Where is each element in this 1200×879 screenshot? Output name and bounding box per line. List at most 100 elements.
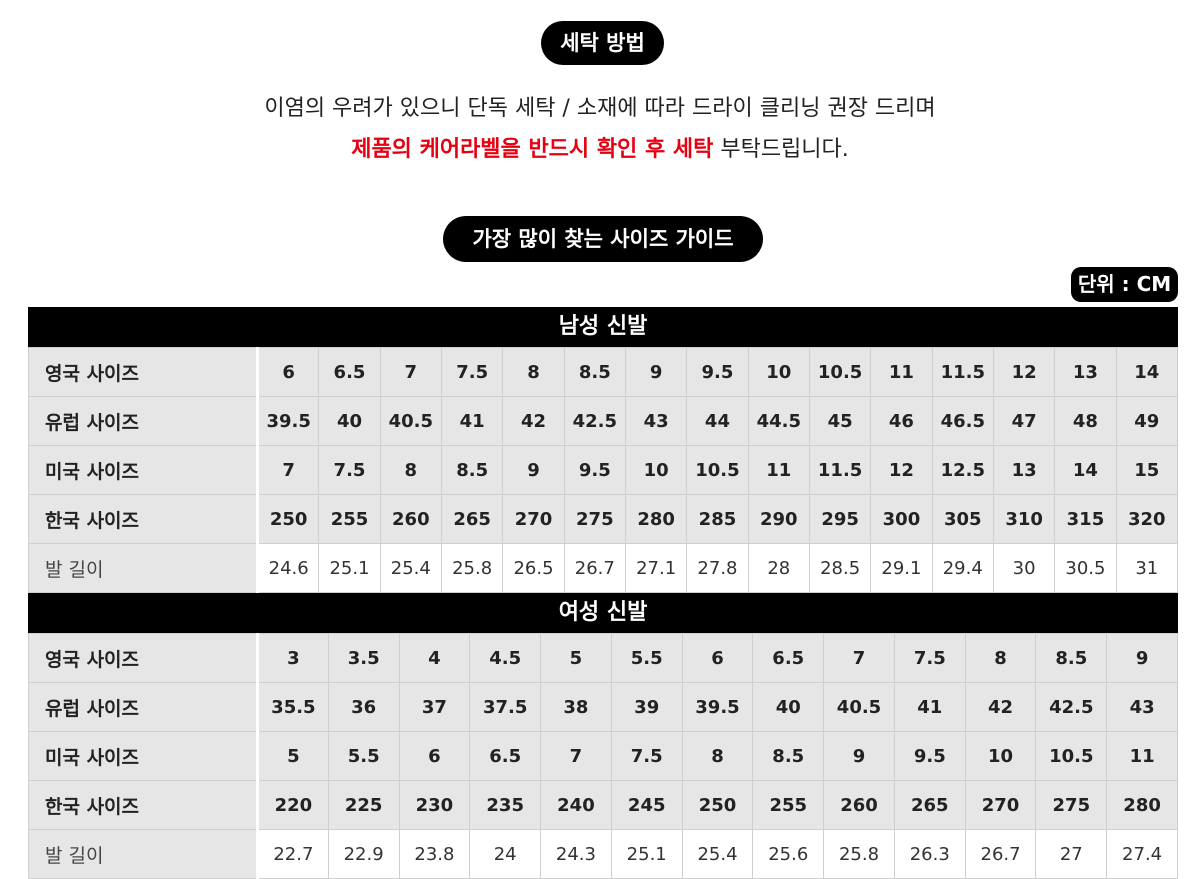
size-cell: 15 — [1115, 445, 1179, 495]
size-cell: 285 — [686, 494, 749, 544]
size-cell: 27.8 — [686, 543, 749, 593]
size-cell: 27.1 — [624, 543, 688, 593]
size-cell: 9.5 — [686, 347, 749, 397]
row-label: 발 길이 — [28, 543, 259, 593]
size-cell: 42.5 — [1035, 682, 1108, 732]
size-cell: 11 — [747, 445, 810, 495]
size-cell: 310 — [992, 494, 1056, 544]
size-cell: 260 — [379, 494, 442, 544]
size-cell: 12.5 — [931, 445, 994, 495]
size-cell: 26.7 — [563, 543, 626, 593]
size-cell: 275 — [1035, 780, 1108, 830]
size-cell: 44 — [686, 396, 749, 446]
size-cell: 11.5 — [931, 347, 994, 397]
unit-badge: 단위 : CM — [1071, 267, 1178, 302]
row-label: 영국 사이즈 — [28, 633, 259, 683]
size-cell: 39.5 — [256, 396, 320, 446]
size-cell: 26.3 — [893, 829, 966, 879]
table-row: 발 길이 24.6 25.1 25.4 25.8 26.5 26.7 27.1 27.8 28 28… — [28, 543, 1179, 593]
size-cell: 28.5 — [808, 543, 872, 593]
size-cell: 270 — [502, 494, 565, 544]
size-cell: 40 — [318, 396, 381, 446]
size-cell: 9 — [624, 347, 688, 397]
size-cell: 43 — [624, 396, 688, 446]
size-cell: 6 — [256, 347, 320, 397]
row-label: 미국 사이즈 — [28, 731, 259, 781]
size-cell: 315 — [1054, 494, 1117, 544]
size-cell: 25.1 — [318, 543, 381, 593]
size-cell: 39.5 — [681, 682, 754, 732]
size-cell: 25.4 — [379, 543, 442, 593]
size-cell: 220 — [257, 780, 329, 830]
size-cell: 11 — [870, 347, 933, 397]
size-cell: 28 — [747, 543, 810, 593]
size-cell: 7 — [823, 633, 895, 683]
size-cell: 8 — [964, 633, 1037, 683]
size-cell: 6.5 — [752, 633, 825, 683]
size-cell: 8.5 — [1035, 633, 1108, 683]
size-cell: 7 — [379, 347, 442, 397]
size-cell: 49 — [1115, 396, 1179, 446]
size-cell: 12 — [992, 347, 1056, 397]
table-row: 발 길이 22.7 22.9 23.8 24 24.3 25.1 25.4 25.6 25.8 26… — [28, 829, 1178, 879]
table-row: 한국 사이즈 250 255 260 265 270 275 280 285 290 295 300 3… — [28, 494, 1179, 544]
wash-instruction-tail: 부탁드립니다. — [713, 137, 849, 162]
size-cell: 5 — [540, 633, 612, 683]
size-cell: 320 — [1115, 494, 1179, 544]
size-cell: 10.5 — [808, 347, 872, 397]
size-cell: 280 — [624, 494, 688, 544]
size-cell: 25.4 — [681, 829, 754, 879]
size-cell: 45 — [808, 396, 872, 446]
size-cell: 35.5 — [257, 682, 329, 732]
wash-instruction-line1: 이염의 우려가 있으니 단독 세탁 / 소재에 따라 드라이 클리닝 권장 드리… — [264, 96, 936, 121]
size-cell: 260 — [823, 780, 895, 830]
size-cell: 6 — [398, 731, 471, 781]
size-cell: 41 — [440, 396, 504, 446]
row-label: 미국 사이즈 — [28, 445, 259, 495]
size-cell: 7.5 — [440, 347, 504, 397]
size-cell: 30 — [992, 543, 1056, 593]
size-cell: 4.5 — [469, 633, 542, 683]
row-label: 유럽 사이즈 — [28, 396, 259, 446]
size-cell: 6.5 — [469, 731, 542, 781]
size-cell: 13 — [992, 445, 1056, 495]
size-cell: 295 — [808, 494, 872, 544]
size-cell: 22.7 — [257, 829, 329, 879]
table-row: 한국 사이즈 220 225 230 235 240 245 250 255 260 265 270 2… — [28, 780, 1178, 830]
size-cell: 3.5 — [327, 633, 400, 683]
size-cell: 5.5 — [610, 633, 683, 683]
size-cell: 42 — [964, 682, 1037, 732]
size-cell: 40.5 — [379, 396, 442, 446]
size-cell: 13 — [1054, 347, 1117, 397]
row-label: 유럽 사이즈 — [28, 682, 259, 732]
size-cell: 10 — [747, 347, 810, 397]
size-cell: 6.5 — [318, 347, 381, 397]
size-cell: 9 — [1106, 633, 1178, 683]
size-cell: 26.5 — [502, 543, 565, 593]
size-cell: 255 — [318, 494, 381, 544]
size-cell: 300 — [870, 494, 933, 544]
size-cell: 25.8 — [440, 543, 504, 593]
size-cell: 245 — [610, 780, 683, 830]
row-label: 영국 사이즈 — [28, 347, 259, 397]
table-row: 영국 사이즈 3 3.5 4 4.5 5 5.5 6 6.5 7 7.5 8 8.5 9 — [28, 633, 1178, 683]
size-cell: 11.5 — [808, 445, 872, 495]
size-cell: 24 — [469, 829, 542, 879]
size-cell: 270 — [964, 780, 1037, 830]
size-cell: 8.5 — [440, 445, 504, 495]
size-cell: 48 — [1054, 396, 1117, 446]
size-cell: 12 — [870, 445, 933, 495]
table-row: 유럽 사이즈 39.5 40 40.5 41 42 42.5 43 44 44.5 45 46 46.5… — [28, 396, 1179, 446]
size-cell: 5 — [257, 731, 329, 781]
size-cell: 265 — [893, 780, 966, 830]
size-cell: 25.8 — [823, 829, 895, 879]
men-table-header: 남성 신발 — [28, 307, 1178, 347]
size-cell: 235 — [469, 780, 542, 830]
size-cell: 39 — [610, 682, 683, 732]
size-cell: 305 — [931, 494, 994, 544]
table-row: 영국 사이즈 6 6.5 7 7.5 8 8.5 9 9.5 10 10.5 11 11.5 12 13 14 — [28, 347, 1179, 397]
size-cell: 7 — [256, 445, 320, 495]
size-cell: 8.5 — [752, 731, 825, 781]
size-cell: 280 — [1106, 780, 1178, 830]
size-cell: 265 — [440, 494, 504, 544]
